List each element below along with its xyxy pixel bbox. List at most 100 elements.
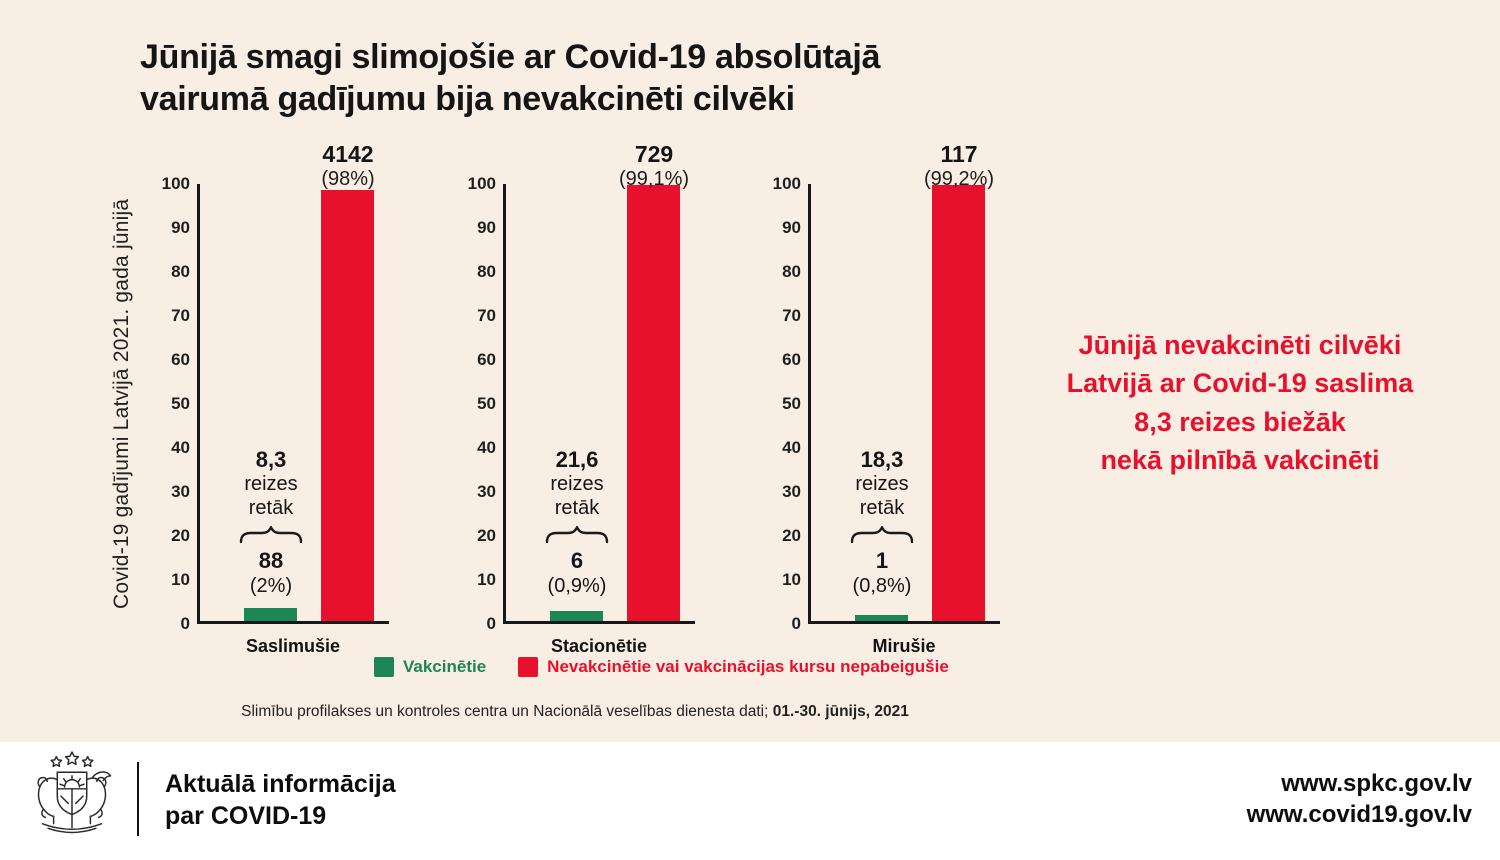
y-tick-label: 90 [171,218,190,237]
y-tick-label: 60 [782,350,801,369]
vaccinated-bar [550,610,603,621]
y-tick-label: 40 [477,438,496,457]
y-tick-label: 50 [171,394,190,413]
y-tick-label: 70 [171,306,190,325]
multiplier-word-1: reizes [550,473,604,496]
unvaccinated-bar [932,185,985,621]
category-label: Mirušie [872,636,936,656]
vaccinated-count: 88 [258,548,284,574]
y-tick-label: 40 [782,438,801,457]
vaccinated-count: 6 [570,548,584,574]
unvaccinated-count: 117 [940,141,978,167]
vaccinated-percent: (2%) [249,574,293,597]
y-tick-label: 0 [791,614,801,633]
y-axis-ticks: 0 10 20 30 40 50 60 70 80 90 100 [763,174,801,633]
vaccinated-annotation: 21,6 reizes retāk 6 (0,9%) [502,447,652,598]
data-source-note: Slimību profilakses un kontroles centra … [175,703,975,721]
multiplier-value: 8,3 [255,447,287,472]
y-tick-label: 30 [171,482,190,501]
brace-icon [850,526,914,544]
brace-icon [239,526,303,544]
footer-bar: Aktuālā informācija par COVID-19 www.spk… [0,742,1500,860]
green-swatch-icon [374,657,394,677]
brace-icon [545,526,609,544]
latvia-coat-of-arms-icon [37,751,112,834]
vaccinated-annotation: 18,3 reizes retāk 1 (0,8%) [807,447,957,598]
bar-chart-mirusie: 0 10 20 30 40 50 60 70 80 90 100 117 (99,2%) 18,3 … [763,141,1033,684]
multiplier-value: 18,3 [860,447,904,472]
y-tick-label: 70 [782,306,801,325]
vaccinated-count: 1 [875,548,889,574]
y-tick-label: 10 [171,570,190,589]
bar-chart-saslimusie: 0 10 20 30 40 50 60 70 80 90 100 4142 (98%) 8,3 re… [152,141,422,684]
y-tick-label: 20 [477,526,496,545]
legend-label: Nevakcinētie vai vakcinācijas kursu nepa… [547,657,949,676]
unvaccinated-count: 729 [634,141,674,167]
unvaccinated-bar-label: 729 (99,1%) [579,141,729,191]
vaccinated-bar [855,614,908,621]
category-label: Saslimušie [245,636,341,656]
plot-area [197,184,389,624]
y-tick-label: 100 [161,174,190,193]
vaccinated-percent: (0,9%) [547,574,607,597]
legend: Vakcinētie Nevakcinētie vai vakcinācijas… [374,657,949,677]
multiplier-word-1: reizes [244,473,298,496]
unvaccinated-bar-label: 4142 (98%) [273,141,423,191]
key-message: Jūnijā nevakcinēti cilvēki Latvijā ar Co… [1066,330,1414,475]
y-axis-label: Covid-19 gadījumi Latvijā 2021. gada jūn… [110,198,133,610]
y-tick-label: 100 [467,174,496,193]
y-tick-label: 80 [477,262,496,281]
unvaccinated-percent: (99,2%) [923,168,995,191]
y-tick-label: 10 [782,570,801,589]
vaccinated-percent: (0,8%) [852,574,912,597]
footer-urls: www.spkc.gov.lv www.covid19.gov.lv [1246,770,1472,829]
source-text: Slimību profilakses un kontroles centra … [241,703,773,720]
unvaccinated-bar-label: 117 (99,2%) [884,141,1034,191]
unvaccinated-percent: (98%) [321,168,375,191]
y-tick-label: 20 [171,526,190,545]
category-label: Stacionētie [550,636,648,656]
multiplier-value: 21,6 [555,447,599,472]
y-tick-label: 80 [782,262,801,281]
unvaccinated-count: 4142 [322,141,374,167]
page-title: Jūnijā smagi slimojošie ar Covid-19 abso… [140,38,881,119]
source-date-range: 01.-30. jūnijs, 2021 [772,703,909,720]
multiplier-word-2: retāk [859,497,905,520]
y-tick-label: 100 [772,174,801,193]
unvaccinated-percent: (99,1%) [618,168,690,191]
legend-label: Vakcinētie [403,657,487,676]
y-tick-label: 10 [477,570,496,589]
y-tick-label: 60 [171,350,190,369]
vaccinated-bar [244,607,297,621]
plot-area [503,184,695,624]
plot-area [808,184,1000,624]
y-tick-label: 30 [477,482,496,501]
y-tick-label: 80 [171,262,190,281]
multiplier-word-1: reizes [855,473,909,496]
legend-item-unvaccinated: Nevakcinētie vai vakcinācijas kursu nepa… [518,657,949,677]
y-tick-label: 90 [477,218,496,237]
red-swatch-icon [518,657,539,677]
bar-chart-stacionetie: 0 10 20 30 40 50 60 70 80 90 100 729 (99,1%) 21,6 … [458,141,728,684]
unvaccinated-bar [321,189,374,621]
legend-item-vaccinated: Vakcinētie [374,657,486,677]
y-tick-label: 50 [477,394,496,413]
y-tick-label: 0 [180,614,190,633]
y-tick-label: 0 [486,614,496,633]
y-tick-label: 60 [477,350,496,369]
unvaccinated-bar [627,185,680,621]
y-axis-ticks: 0 10 20 30 40 50 60 70 80 90 100 [458,174,496,633]
multiplier-word-2: retāk [554,497,600,520]
y-tick-label: 30 [782,482,801,501]
y-tick-label: 20 [782,526,801,545]
y-tick-label: 70 [477,306,496,325]
y-tick-label: 90 [782,218,801,237]
footer-divider [137,762,139,836]
footer-heading: Aktuālā informācija par COVID-19 [165,770,396,830]
vaccinated-annotation: 8,3 reizes retāk 88 (2%) [196,447,346,598]
y-tick-label: 40 [171,438,190,457]
multiplier-word-2: retāk [248,497,294,520]
y-tick-label: 50 [782,394,801,413]
y-axis-ticks: 0 10 20 30 40 50 60 70 80 90 100 [152,174,190,633]
